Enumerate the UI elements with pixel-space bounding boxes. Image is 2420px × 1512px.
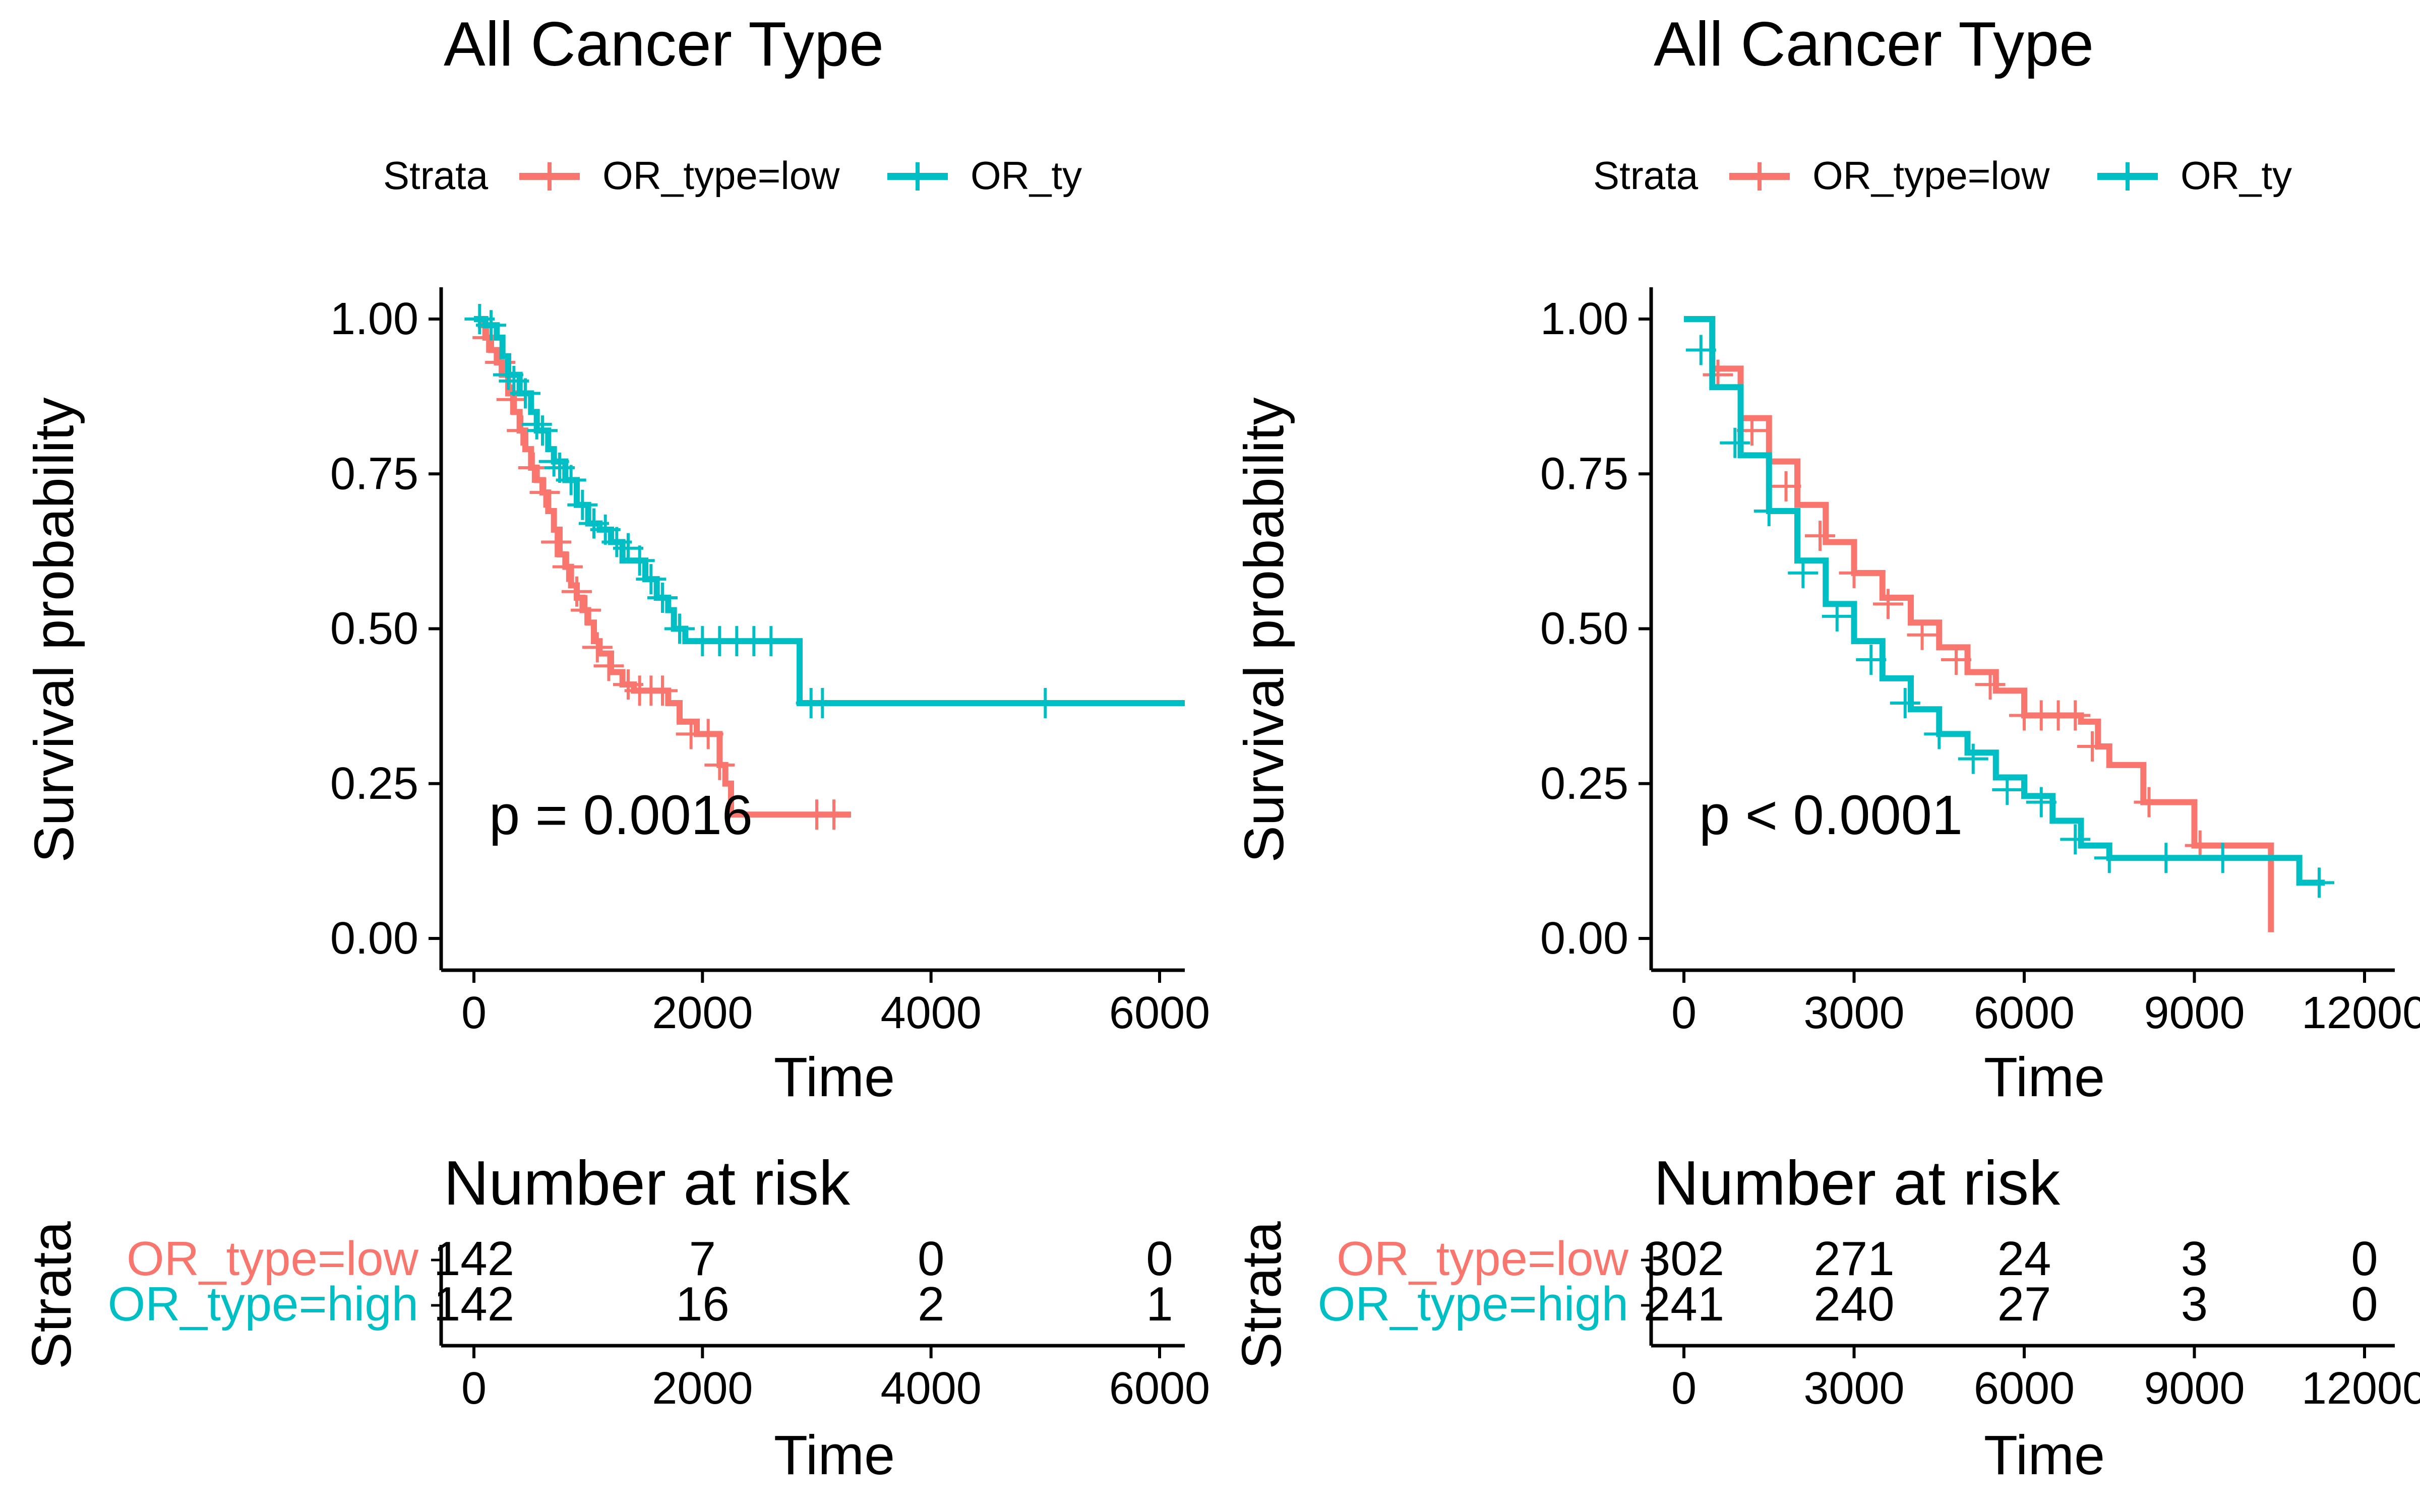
- series-high: [1684, 316, 2334, 898]
- risk-row-low: OR_type=low 302 271 24 3 0: [1337, 1232, 2378, 1286]
- x-tick-label: 12000: [2302, 988, 2420, 1038]
- y-tick-label: 0.25: [330, 759, 418, 809]
- x-tick-label: 0: [1671, 988, 1697, 1038]
- risk-count: 241: [1644, 1277, 1724, 1331]
- survival-curve: [1684, 316, 2325, 886]
- risk-count: 0: [2351, 1277, 2378, 1331]
- chart-title: All Cancer Type: [1654, 10, 2094, 79]
- y-axis-title: Survival probability: [1233, 397, 1295, 862]
- legend: Strata OR_type=low OR_type=hig: [383, 153, 1201, 198]
- risk-count: 27: [1998, 1277, 2051, 1331]
- risk-x-axis-title: Time: [1984, 1424, 2105, 1486]
- risk-x-tick-label: 0: [461, 1363, 487, 1414]
- risk-count: 142: [434, 1277, 514, 1331]
- legend-label: OR_type=low: [602, 153, 840, 198]
- risk-table-title: Number at risk: [444, 1149, 851, 1218]
- series-low: [1684, 316, 2274, 932]
- risk-count: 24: [1998, 1232, 2051, 1286]
- risk-table-y-title: Strata: [1231, 1221, 1293, 1369]
- risk-row-high: OR_type=high 142 16 2 1: [108, 1277, 1173, 1331]
- y-tick-label: 0.00: [330, 913, 418, 964]
- risk-count: 271: [1813, 1232, 1894, 1286]
- risk-count: 3: [2181, 1232, 2208, 1286]
- y-tick-label: 0.50: [330, 604, 418, 654]
- y-tick-label: 0.75: [1540, 449, 1628, 499]
- risk-x-tick-label: 3000: [1803, 1363, 1904, 1414]
- risk-table: Number at risk Strata OR_type=low 302 271 24 3…: [1231, 1149, 2420, 1486]
- legend: Strata OR_type=low OR_type=hig: [1593, 153, 2411, 198]
- x-tick-label: 6000: [1109, 988, 1210, 1038]
- legend-item-high: OR_type=hig: [2097, 153, 2411, 198]
- risk-count: 0: [2351, 1232, 2378, 1286]
- risk-row-low: OR_type=low 142 7 0 0: [127, 1232, 1173, 1286]
- y-tick-label: 1.00: [1540, 294, 1628, 344]
- x-tick-label: 6000: [1974, 988, 2075, 1038]
- y-tick-label: 0.50: [1540, 604, 1628, 654]
- legend-label: OR_type=hig: [971, 153, 1201, 198]
- risk-x-tick-label: 6000: [1974, 1363, 2075, 1414]
- x-tick-label: 3000: [1803, 988, 1904, 1038]
- legend-item-low: OR_type=low: [519, 153, 840, 198]
- risk-count: 142: [434, 1232, 514, 1286]
- risk-row-label: OR_type=high: [1318, 1277, 1628, 1331]
- risk-row-high: OR_type=high 241 240 27 3 0: [1318, 1277, 2378, 1331]
- x-axis-title: Time: [1984, 1046, 2105, 1108]
- y-axis-title: Survival probability: [23, 397, 85, 862]
- legend-label: OR_type=low: [1812, 153, 2050, 198]
- survival-curve: [474, 316, 1185, 706]
- chart-title: All Cancer Type: [444, 10, 884, 79]
- series-high: [464, 304, 1185, 718]
- x-tick-label: 4000: [881, 988, 982, 1038]
- risk-x-tick-label: 9000: [2144, 1363, 2245, 1414]
- risk-count: 0: [1146, 1232, 1173, 1286]
- p-value-label: p = 0.0016: [489, 784, 753, 846]
- risk-x-tick-label: 12000: [2302, 1363, 2420, 1414]
- y-tick-label: 1.00: [330, 294, 418, 344]
- legend-title: Strata: [383, 153, 489, 198]
- y-tick-label: 0.25: [1540, 759, 1628, 809]
- risk-row-label: OR_type=high: [108, 1277, 418, 1331]
- survival-curve: [1684, 316, 2274, 932]
- risk-x-tick-label: 0: [1671, 1363, 1697, 1414]
- risk-table-y-title: Strata: [21, 1221, 83, 1369]
- risk-table-title: Number at risk: [1654, 1149, 2061, 1218]
- y-tick-label: 0.00: [1540, 913, 1628, 964]
- x-tick-label: 2000: [652, 988, 753, 1038]
- risk-count: 1: [1146, 1277, 1173, 1331]
- legend-item-low: OR_type=low: [1729, 153, 2050, 198]
- risk-x-tick-label: 6000: [1109, 1363, 1210, 1414]
- legend-item-high: OR_type=hig: [887, 153, 1201, 198]
- risk-row-label: OR_type=low: [127, 1232, 419, 1286]
- risk-count: 3: [2181, 1277, 2208, 1331]
- risk-count: 0: [918, 1232, 944, 1286]
- x-tick-label: 9000: [2144, 988, 2245, 1038]
- risk-count: 16: [676, 1277, 730, 1331]
- risk-count: 302: [1644, 1232, 1724, 1286]
- risk-count: 2: [918, 1277, 944, 1331]
- risk-row-label: OR_type=low: [1337, 1232, 1629, 1286]
- risk-x-axis-title: Time: [774, 1424, 895, 1486]
- risk-x-tick-label: 4000: [881, 1363, 982, 1414]
- legend-title: Strata: [1593, 153, 1699, 198]
- legend-label: OR_type=hig: [2181, 153, 2411, 198]
- risk-count: 7: [689, 1232, 716, 1286]
- risk-x-tick-label: 2000: [652, 1363, 753, 1414]
- risk-count: 240: [1813, 1277, 1894, 1331]
- x-tick-label: 0: [461, 988, 487, 1038]
- y-tick-label: 0.75: [330, 449, 418, 499]
- x-axis-title: Time: [774, 1046, 895, 1108]
- p-value-label: p < 0.0001: [1699, 784, 1963, 846]
